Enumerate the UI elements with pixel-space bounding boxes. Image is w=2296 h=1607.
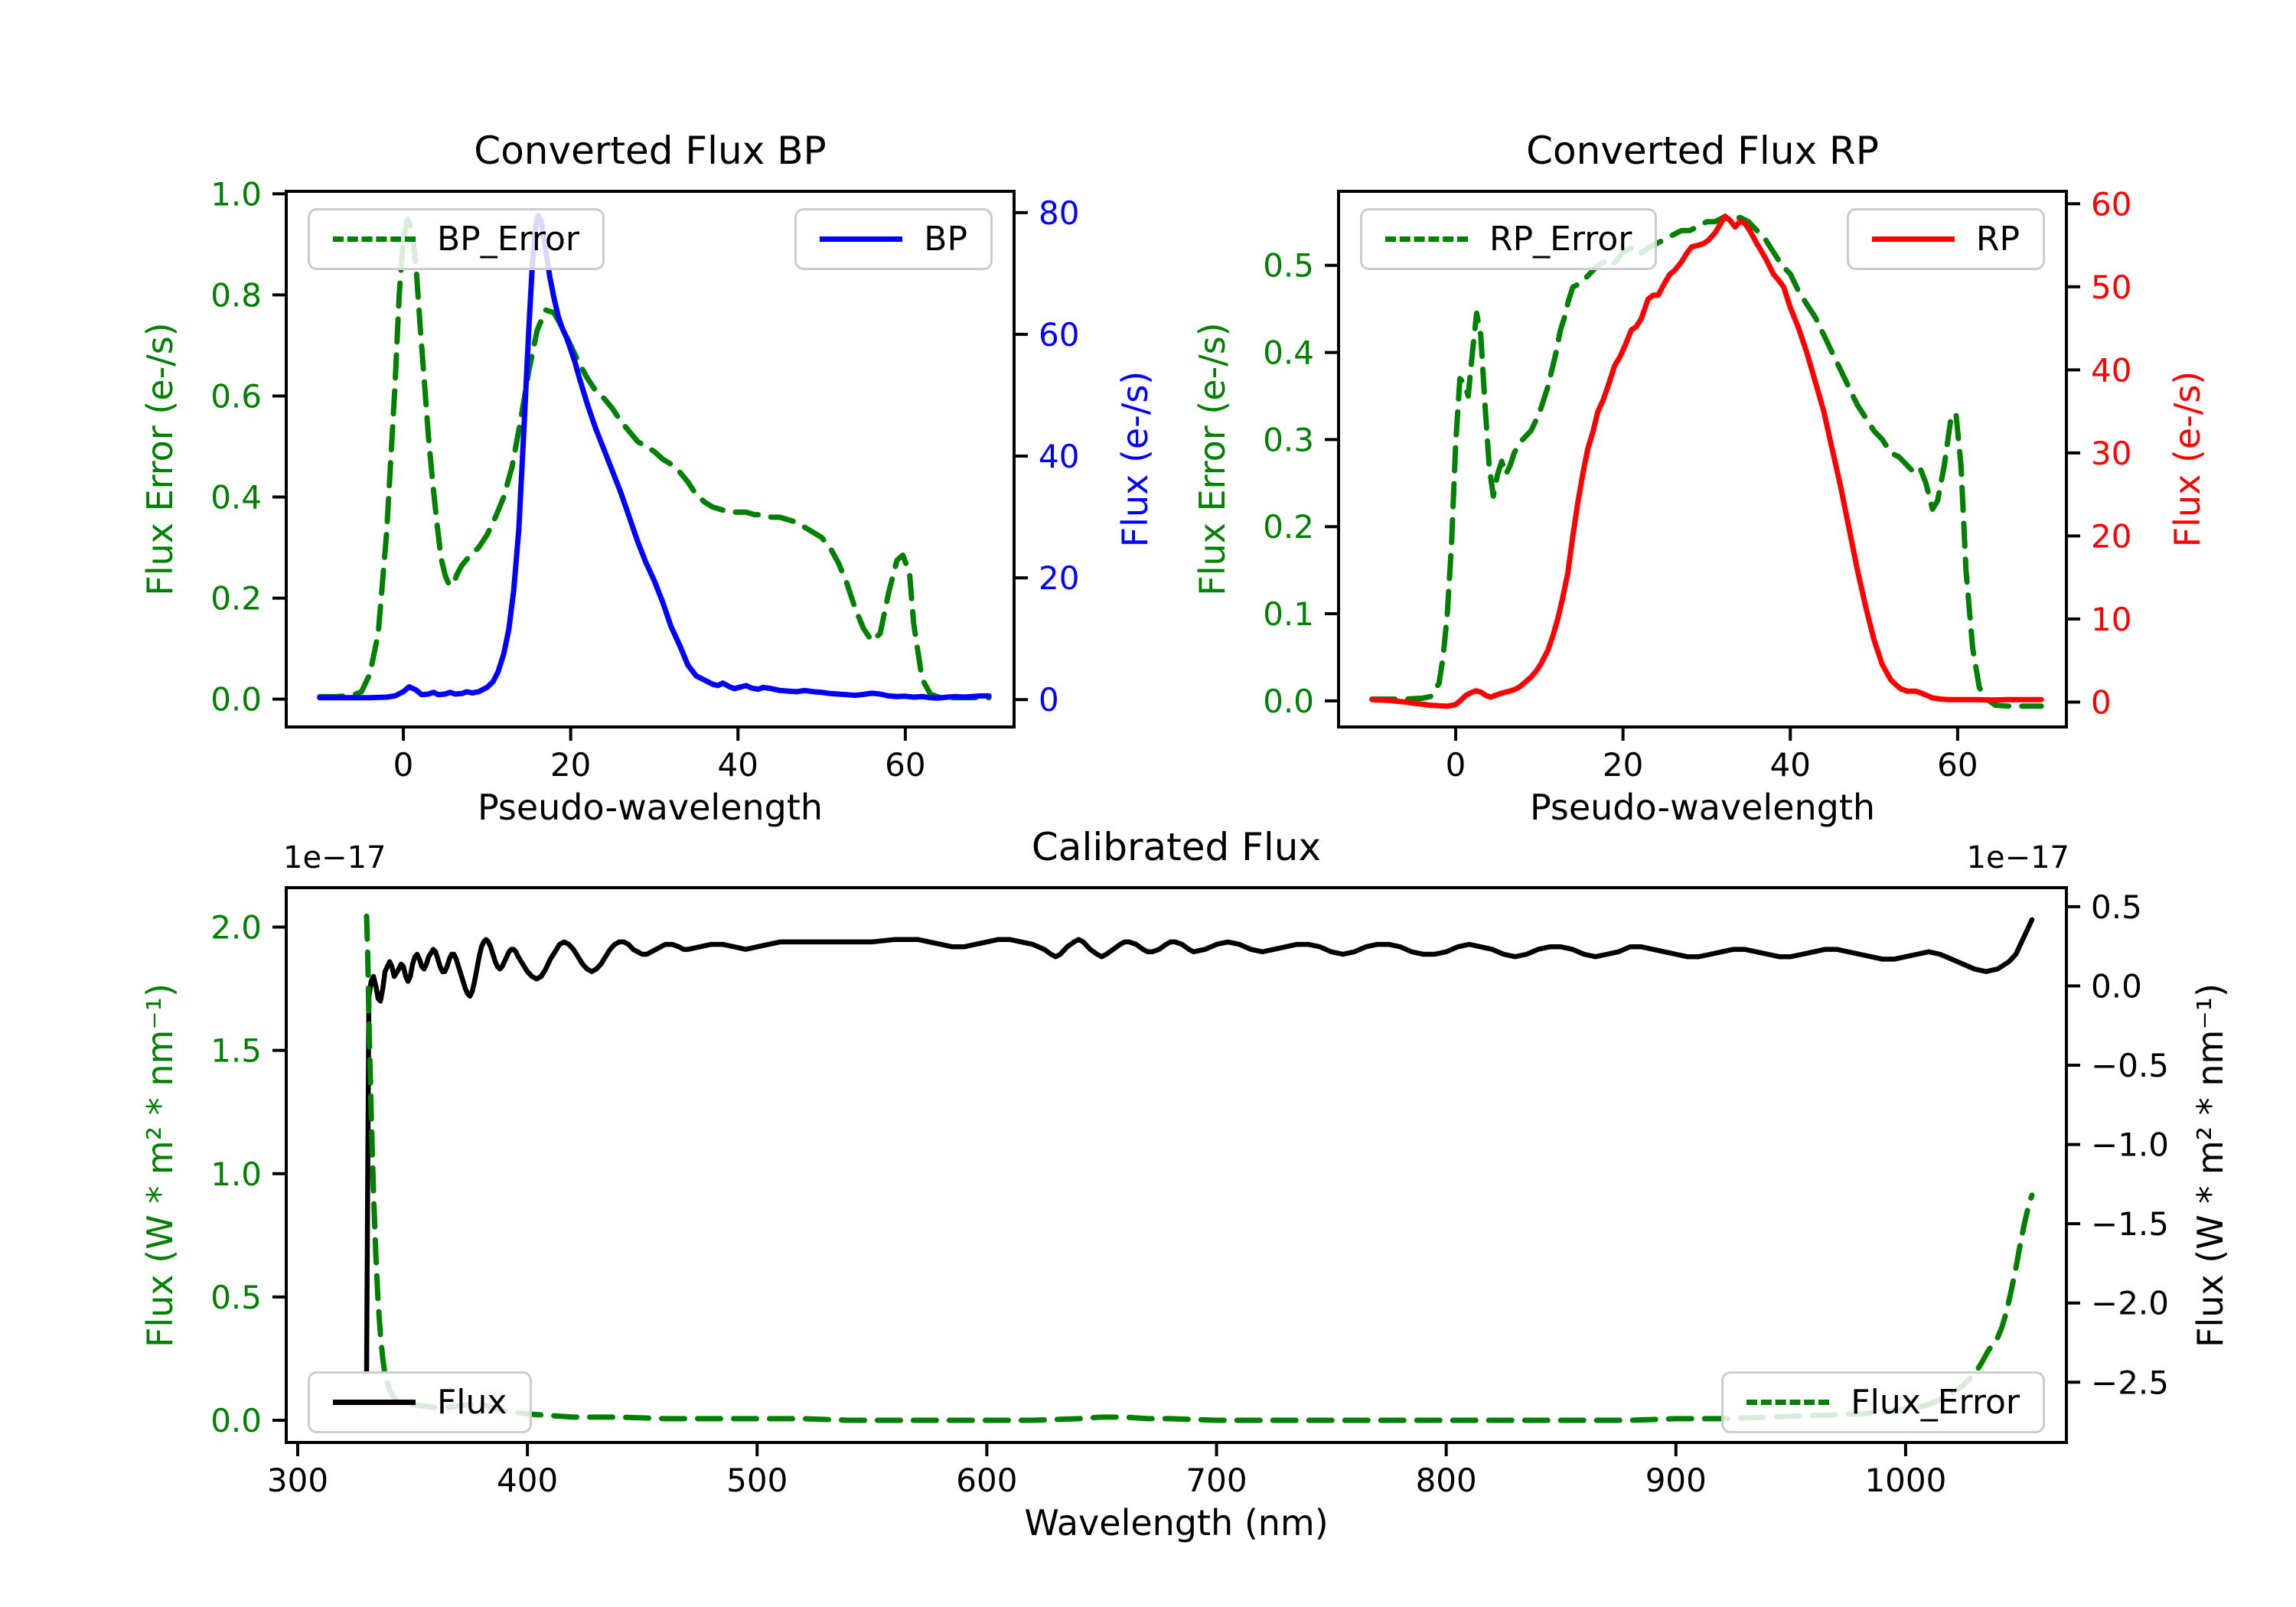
bp-error-legend-label: BP_Error <box>437 220 579 259</box>
bp-right-axis-label: Flux (e-/s) <box>1114 370 1156 548</box>
right-tick-label: 60 <box>2091 185 2131 223</box>
left-tick-label: 0.5 <box>1263 247 1314 285</box>
right-tick-label: −1.0 <box>2091 1126 2169 1164</box>
series-Flux_Error <box>364 913 2035 1423</box>
x-tick-label: 700 <box>1186 1462 1247 1499</box>
rp-plot-canvas: 0 20 40 60 0.0 0.1 0.2 0.3 0.4 0.5 0 10 20 30 40 50 60 <box>1263 185 2131 784</box>
bp-left-axis-label: Flux Error (e-/s) <box>139 322 181 596</box>
x-tick-label: 400 <box>497 1462 558 1499</box>
calibrated-flux-plot-title: Calibrated Flux <box>1031 825 1322 869</box>
left-tick-label: 0.4 <box>1263 334 1314 372</box>
bp-error-legend: BP_Error <box>308 208 605 270</box>
x-tick-label: 800 <box>1416 1462 1477 1499</box>
right-tick-label: 0.5 <box>2091 888 2142 926</box>
series-Flux <box>364 917 2035 1374</box>
left-tick-label: 0.2 <box>210 580 262 618</box>
right-tick-label: 0 <box>2091 683 2112 721</box>
x-tick-label: 600 <box>956 1462 1017 1499</box>
right-tick-label: 20 <box>2091 517 2131 555</box>
right-tick-label: 20 <box>1039 559 1079 597</box>
bp-plot: Converted Flux BP 0 20 40 60 0.0 0.2 0.4 0.6 0.8… <box>139 129 1156 828</box>
right-tick-label: 40 <box>1039 438 1079 475</box>
right-tick-label: 50 <box>2091 269 2131 306</box>
rp-right-axis-label: Flux (e-/s) <box>2167 370 2208 548</box>
bp-x-axis-label: Pseudo-wavelength <box>477 787 823 828</box>
rp-x-axis-label: Pseudo-wavelength <box>1529 787 1876 828</box>
left-tick-label: 0.3 <box>1263 421 1314 458</box>
cal-right-axis-label: Flux (W * m² * nm⁻¹) <box>2190 983 2231 1348</box>
left-tick-label: 1.0 <box>210 1156 262 1193</box>
right-axis-offset-exponent: 1e−17 <box>1966 840 2069 875</box>
rp-plot-title: Converted Flux RP <box>1526 129 1879 173</box>
rp-error-legend-line-icon <box>1385 236 1468 242</box>
rp-legend-label: RP <box>1975 220 2020 259</box>
right-tick-label: −2.0 <box>2091 1285 2169 1322</box>
flux-legend: Flux <box>308 1371 533 1433</box>
left-tick-label: 2.0 <box>210 909 262 947</box>
right-tick-label: 0 <box>1039 681 1059 719</box>
x-tick-label: 0 <box>1446 746 1466 784</box>
left-tick-label: 0.0 <box>210 681 262 719</box>
rp-plot: Converted Flux RP 0 20 40 60 0.0 0.1 0.2 0.3 0.4… <box>1192 129 2208 828</box>
bp-legend: BP <box>794 208 993 270</box>
bp-legend-label: BP <box>924 220 967 259</box>
right-tick-label: 60 <box>1039 316 1079 354</box>
x-tick-label: 60 <box>1937 746 1978 784</box>
bp-plot-title: Converted Flux BP <box>474 129 827 173</box>
bp-error-legend-line-icon <box>333 236 416 242</box>
series-RP <box>1369 214 2044 709</box>
right-tick-label: −1.5 <box>2091 1205 2169 1243</box>
series-RP_Error <box>1369 214 2044 709</box>
left-tick-label: 0.4 <box>210 479 262 517</box>
rp-error-legend-label: RP_Error <box>1489 220 1632 259</box>
left-tick-label: 0.5 <box>210 1279 262 1316</box>
right-tick-label: 80 <box>1039 194 1079 232</box>
rp-error-legend: RP_Error <box>1360 208 1658 270</box>
left-tick-label: 0.1 <box>1263 595 1314 633</box>
right-tick-label: −2.5 <box>2091 1364 2169 1401</box>
right-tick-label: 40 <box>2091 351 2131 389</box>
x-tick-label: 1000 <box>1864 1462 1946 1499</box>
right-tick-label: 30 <box>2091 435 2131 472</box>
series-BP <box>317 213 992 701</box>
right-tick-label: −0.5 <box>2091 1047 2169 1084</box>
x-tick-label: 40 <box>718 746 758 784</box>
left-tick-label: 1.5 <box>210 1032 262 1070</box>
flux-legend-line-icon <box>333 1400 416 1405</box>
cal-x-axis-label: Wavelength (nm) <box>1024 1502 1329 1543</box>
right-tick-label: 0.0 <box>2091 967 2142 1005</box>
series-BP_Error <box>317 216 992 701</box>
x-tick-label: 300 <box>267 1462 328 1499</box>
rp-legend-line-icon <box>1871 236 1955 242</box>
left-tick-label: 0.8 <box>210 276 262 314</box>
rp-legend: RP <box>1846 208 2045 270</box>
flux-error-legend-line-icon <box>1746 1400 1830 1405</box>
x-tick-label: 40 <box>1770 746 1811 784</box>
flux-error-legend-label: Flux_Error <box>1851 1383 2020 1422</box>
x-tick-label: 20 <box>550 746 591 784</box>
left-axis-offset-exponent: 1e−17 <box>283 840 386 875</box>
left-tick-label: 0.0 <box>210 1402 262 1439</box>
calibrated-flux-plot: Calibrated Flux 300 400 500 600 700 800 900 100… <box>139 825 2231 1543</box>
x-tick-label: 500 <box>726 1462 788 1499</box>
rp-left-axis-label: Flux Error (e-/s) <box>1192 322 1233 596</box>
left-tick-label: 1.0 <box>210 175 262 213</box>
left-tick-label: 0.0 <box>1263 683 1314 720</box>
x-tick-label: 0 <box>393 746 414 784</box>
x-tick-label: 60 <box>885 746 925 784</box>
cal-left-axis-label: Flux (W * m² * nm⁻¹) <box>139 983 181 1348</box>
left-tick-label: 0.2 <box>1263 508 1314 546</box>
bp-plot-canvas: 0 20 40 60 0.0 0.2 0.4 0.6 0.8 1.0 0 20 40 60 80 <box>210 175 1079 784</box>
calibrated-flux-plot-canvas: 300 400 500 600 700 800 900 1000 0.0 0.5 1.0 1.5 2.0… <box>210 886 2169 1499</box>
right-tick-label: 10 <box>2091 601 2131 638</box>
flux-legend-label: Flux <box>437 1383 507 1422</box>
left-tick-label: 0.6 <box>210 377 262 415</box>
x-tick-label: 900 <box>1645 1462 1707 1499</box>
bp-legend-line-icon <box>820 236 903 242</box>
x-tick-label: 20 <box>1603 746 1643 784</box>
flux-error-legend: Flux_Error <box>1721 1371 2045 1433</box>
